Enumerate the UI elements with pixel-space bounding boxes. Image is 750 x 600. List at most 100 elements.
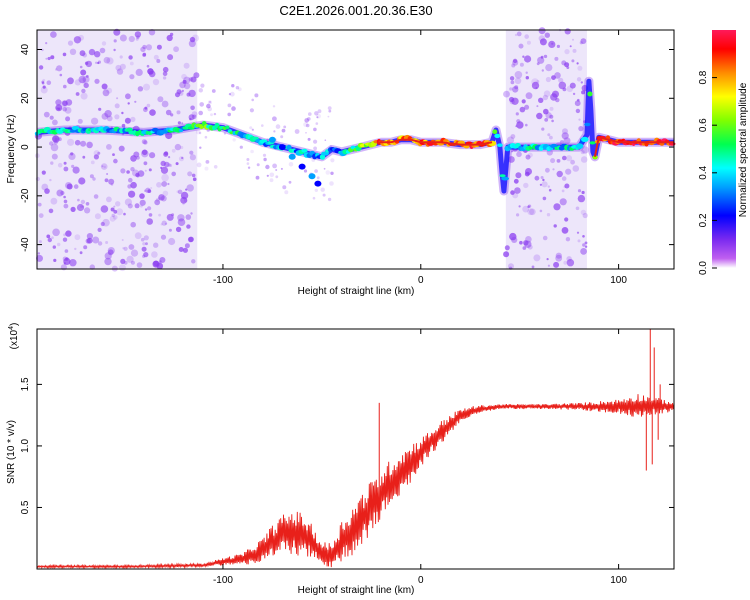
noise-speckle <box>128 177 133 183</box>
noise-speckle <box>121 239 124 241</box>
snr-y-ticks: 0.5 1.0 1.5 <box>20 377 674 514</box>
noise-speckle <box>79 50 86 57</box>
noise-speckle <box>175 162 179 166</box>
noise-speckle <box>561 132 569 140</box>
noise-speckle <box>120 168 126 174</box>
noise-speckle <box>67 77 74 85</box>
noise-speckle <box>206 103 211 109</box>
noise-speckle <box>177 189 183 195</box>
noise-speckle <box>515 112 519 116</box>
noise-speckle <box>539 38 547 46</box>
noise-speckle <box>261 124 264 127</box>
noise-speckle <box>198 88 203 93</box>
noise-speckle <box>190 212 193 215</box>
noise-speckle <box>227 103 232 108</box>
noise-speckle <box>120 258 126 264</box>
noise-speckle <box>113 158 118 164</box>
noise-speckle <box>95 61 98 64</box>
noise-speckle <box>205 160 210 164</box>
noise-speckle <box>115 64 122 71</box>
noise-speckle <box>227 112 231 117</box>
noise-speckle <box>558 77 564 83</box>
noise-speckle <box>143 252 149 258</box>
noise-speckle <box>308 112 312 116</box>
noise-speckle <box>317 109 322 114</box>
noise-speckle <box>40 86 48 94</box>
noise-speckle <box>565 237 571 242</box>
noise-speckle <box>571 59 575 63</box>
noise-speckle <box>175 92 180 98</box>
noise-speckle <box>232 138 236 142</box>
noise-speckle <box>139 193 145 199</box>
ridge-point <box>592 155 598 160</box>
noise-speckle <box>160 223 163 226</box>
noise-speckle <box>50 31 57 38</box>
noise-speckle <box>536 80 540 83</box>
noise-speckle <box>580 81 583 84</box>
noise-speckle <box>75 92 80 96</box>
noise-speckle <box>114 114 120 120</box>
noise-speckle <box>229 91 235 97</box>
noise-speckle <box>192 177 197 182</box>
noise-speckle <box>78 177 86 185</box>
noise-speckle <box>85 202 90 206</box>
ridge-point <box>71 126 80 131</box>
noise-speckle <box>145 187 151 193</box>
noise-speckle <box>146 218 153 225</box>
noise-speckle <box>185 188 188 191</box>
noise-speckle <box>512 59 519 66</box>
noise-speckle <box>150 187 153 189</box>
ridge-core <box>593 136 674 157</box>
ridge-point <box>501 176 509 181</box>
noise-speckle <box>554 56 559 61</box>
noise-speckle <box>545 76 552 83</box>
noise-speckle <box>561 227 569 234</box>
snr-x-ticks: -100 0 100 <box>213 329 627 586</box>
noise-speckle <box>128 35 135 43</box>
noise-speckle <box>275 124 281 129</box>
noise-speckle <box>199 102 204 107</box>
noise-speckle <box>189 154 196 161</box>
noise-speckle <box>52 135 59 143</box>
noise-speckle <box>137 86 144 92</box>
noise-speckle <box>113 205 116 208</box>
noise-speckle <box>157 96 164 103</box>
noise-speckle <box>74 139 81 146</box>
noise-speckle <box>534 175 540 181</box>
noise-speckle <box>113 39 117 43</box>
noise-speckle <box>74 79 81 86</box>
noise-speckle <box>565 168 572 175</box>
noise-speckle <box>55 99 62 106</box>
noise-speckle <box>50 161 54 165</box>
noise-speckle <box>273 130 276 133</box>
noise-speckle <box>91 117 99 125</box>
noise-speckle <box>57 162 63 168</box>
noise-speckle <box>106 144 112 150</box>
ridge-point <box>301 148 308 153</box>
noise-speckle <box>580 150 585 155</box>
noise-speckle <box>50 197 58 205</box>
noise-speckle <box>187 171 193 177</box>
noise-speckle <box>89 264 96 270</box>
noise-speckle <box>195 129 201 135</box>
noise-speckle <box>70 206 76 212</box>
branch-point <box>288 153 296 160</box>
noise-speckle <box>316 113 321 119</box>
noise-speckle <box>136 262 143 268</box>
noise-speckle <box>514 71 523 79</box>
noise-speckle <box>547 185 550 188</box>
noise-speckle <box>130 181 137 189</box>
noise-speckle <box>129 61 134 66</box>
noise-speckle <box>272 163 277 169</box>
noise-speckle <box>121 111 124 115</box>
noise-speckle <box>538 97 544 104</box>
noise-speckle <box>316 116 319 119</box>
noise-speckle <box>164 151 169 156</box>
noise-speckle <box>223 132 226 135</box>
noise-speckle <box>189 150 194 155</box>
noise-speckle <box>130 249 139 257</box>
noise-speckle <box>330 171 334 175</box>
x-tick-label: -100 <box>213 275 233 286</box>
x-tick-label: 0 <box>418 575 424 586</box>
noise-speckle <box>511 63 516 68</box>
